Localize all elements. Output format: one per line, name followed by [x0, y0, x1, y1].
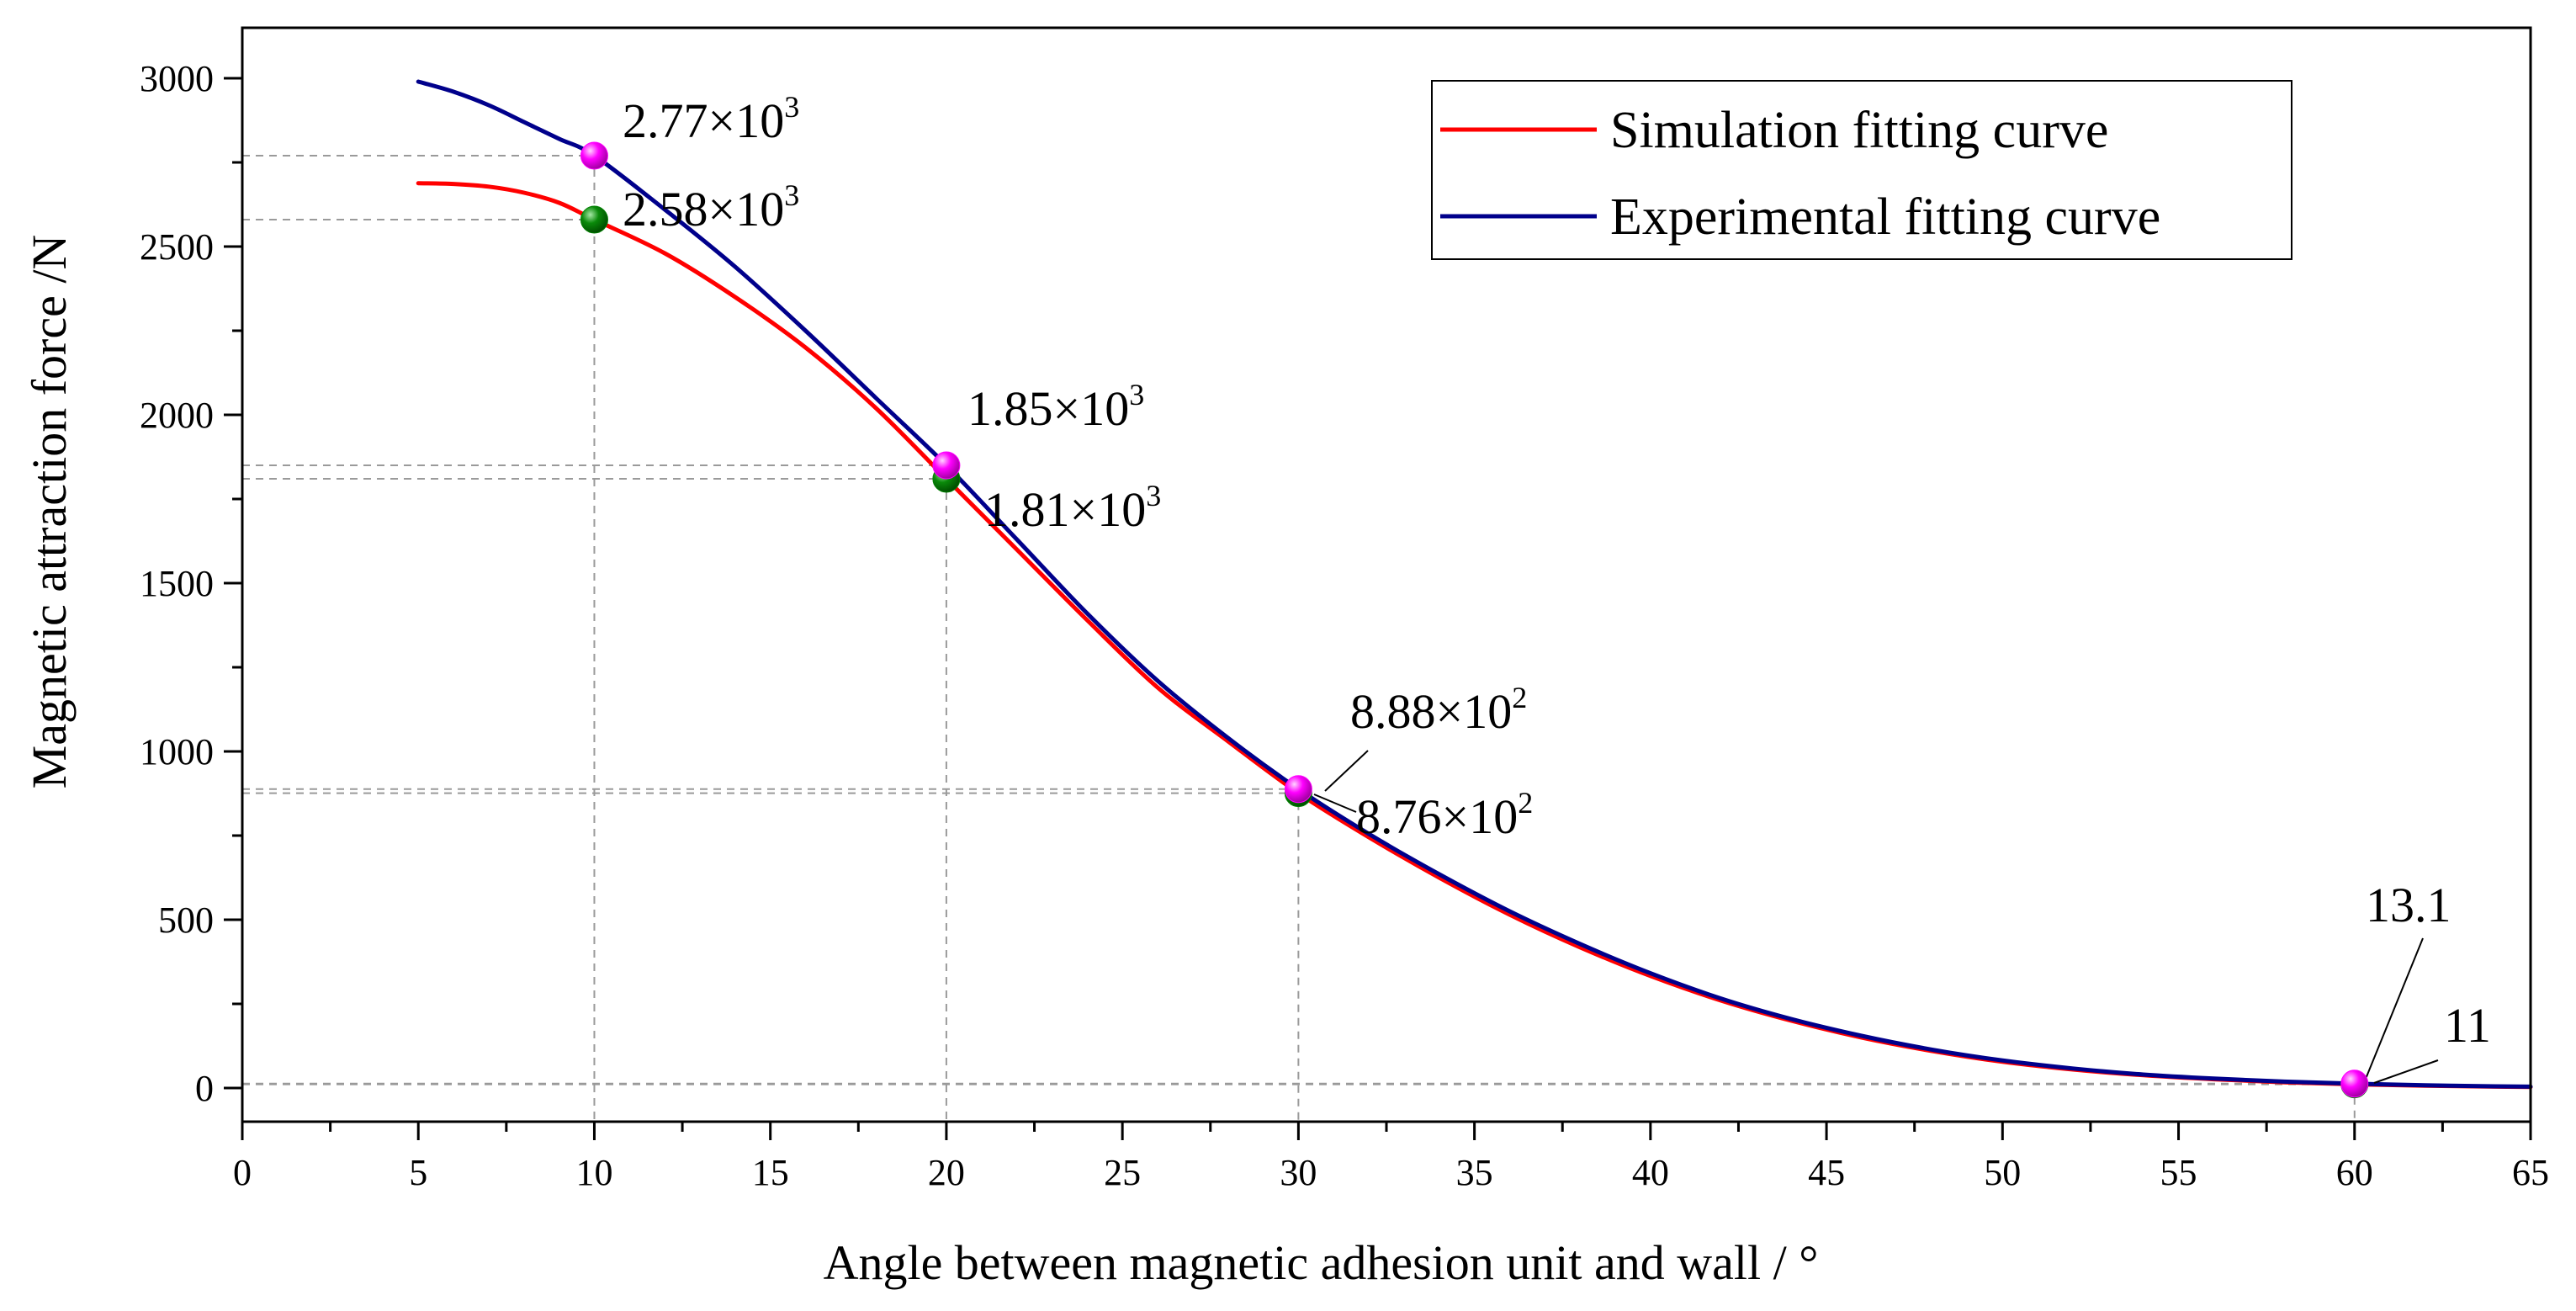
legend: Simulation fitting curve Experimental fit…	[1431, 80, 2292, 260]
x-tick-label-7: 35	[1456, 1152, 1493, 1193]
x-tick-label-4: 20	[928, 1152, 965, 1193]
series-lines	[416, 79, 2533, 1090]
annotation-label-2: 1.85×103	[967, 378, 1144, 436]
y-tick-label-2: 1000	[140, 731, 214, 772]
annotation-base-0: 2.77×10	[623, 93, 784, 148]
annotation-label-0: 2.77×103	[623, 90, 799, 148]
tick-labels: 0 5 10 15 20 25 30 35 40 45 50 55 60 65 0 500 1000 1500 20…	[140, 58, 2549, 1193]
x-axis-title: Angle between magnetic adhesion unit and…	[824, 1235, 1819, 1290]
annotation-exponent-0: 3	[784, 90, 799, 124]
y-tick-label-4: 2000	[140, 395, 214, 436]
annotation-base-7: 11	[2444, 998, 2491, 1053]
legend-label-1: Experimental fitting curve	[1610, 188, 2160, 246]
y-tick-label-3: 1500	[140, 563, 214, 604]
x-tick-label-13: 65	[2512, 1152, 2549, 1193]
series-line-1	[416, 79, 2533, 1089]
y-tick-label-5: 2500	[140, 226, 214, 268]
annotation-base-5: 8.76×10	[1356, 789, 1518, 844]
x-tick-label-6: 30	[1280, 1152, 1317, 1193]
highlight-point-4	[1284, 775, 1312, 804]
annotation-label-7: 11	[2444, 998, 2491, 1053]
annotation-exponent-5: 2	[1518, 786, 1533, 820]
annotation-label-5: 8.76×102	[1356, 786, 1533, 844]
y-tick-label-1: 500	[158, 900, 214, 941]
annotation-label-6: 13.1	[2366, 878, 2451, 932]
annotation-base-1: 2.58×10	[623, 182, 784, 236]
annotation-label-4: 8.88×102	[1350, 681, 1527, 739]
x-tick-label-1: 5	[409, 1152, 427, 1193]
annotation-exponent-3: 3	[1146, 479, 1161, 512]
y-tick-label-0: 0	[195, 1068, 214, 1109]
x-tick-label-5: 25	[1104, 1152, 1141, 1193]
annotation-leader-6	[2365, 937, 2424, 1080]
y-tick-label-6: 3000	[140, 58, 214, 99]
annotation-base-2: 1.85×10	[967, 381, 1129, 436]
highlight-markers	[580, 141, 2369, 1099]
x-tick-label-11: 55	[2160, 1152, 2197, 1193]
x-tick-label-12: 60	[2336, 1152, 2373, 1193]
x-tick-label-2: 10	[575, 1152, 612, 1193]
annotation-exponent-2: 3	[1129, 378, 1144, 411]
annotation-leader-7	[2373, 1059, 2439, 1084]
annotation-leader-5	[1313, 794, 1357, 813]
annotation-label-3: 1.81×103	[984, 479, 1161, 537]
x-tick-label-0: 0	[233, 1152, 252, 1193]
y-axis-title: Magnetic attraction force /N	[22, 235, 77, 789]
guide-lines	[242, 155, 2356, 1122]
annotation-base-4: 8.88×10	[1350, 684, 1512, 739]
annotation-base-3: 1.81×10	[984, 482, 1146, 537]
highlight-point-1	[580, 205, 608, 234]
highlight-point-6	[2340, 1070, 2369, 1098]
value-annotations: 2.77×1032.58×1031.85×1031.81×1038.88×102…	[623, 90, 2491, 1053]
annotation-exponent-1: 3	[784, 178, 799, 212]
annotation-leaders	[1313, 750, 2439, 1084]
x-tick-label-9: 45	[1808, 1152, 1845, 1193]
legend-box	[1431, 80, 2292, 260]
x-tick-label-10: 50	[1984, 1152, 2021, 1193]
highlight-point-0	[580, 141, 608, 170]
annotation-base-6: 13.1	[2366, 878, 2451, 932]
axes	[224, 26, 2532, 1140]
annotation-label-1: 2.58×103	[623, 178, 799, 236]
x-tick-label-8: 40	[1632, 1152, 1669, 1193]
annotation-exponent-4: 2	[1512, 681, 1527, 714]
highlight-point-2	[932, 451, 961, 480]
annotation-leader-4	[1324, 750, 1369, 792]
legend-label-0: Simulation fitting curve	[1610, 102, 2108, 159]
x-tick-label-3: 15	[752, 1152, 789, 1193]
